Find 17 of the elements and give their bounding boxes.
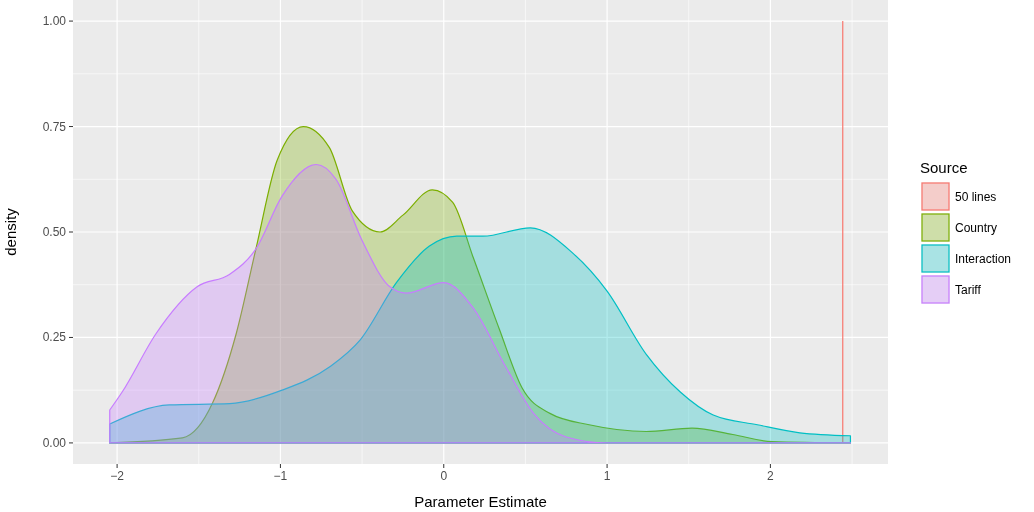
x-tick-label: 1: [603, 469, 611, 483]
x-tick-label: −1: [273, 469, 288, 483]
y-tick-label: 1.00: [42, 14, 67, 29]
y-tick-label: 0.00: [42, 435, 67, 450]
y-axis-title: density: [2, 207, 19, 256]
y-tick-label: 0.75: [42, 119, 67, 134]
x-tick-label: −2: [110, 469, 125, 483]
legend-label: Country: [955, 221, 998, 235]
x-tick-label: 2: [767, 469, 775, 483]
x-axis-title: Parameter Estimate: [414, 493, 547, 510]
legend-label: Tariff: [955, 283, 982, 297]
legend-label: 50 lines: [955, 190, 997, 204]
legend-title: Source: [920, 159, 968, 176]
y-tick-label: 0.50: [42, 225, 67, 239]
y-tick-label: 0.25: [42, 330, 67, 345]
x-tick-label: 0: [440, 469, 448, 483]
legend-label: Interaction: [955, 252, 1012, 266]
